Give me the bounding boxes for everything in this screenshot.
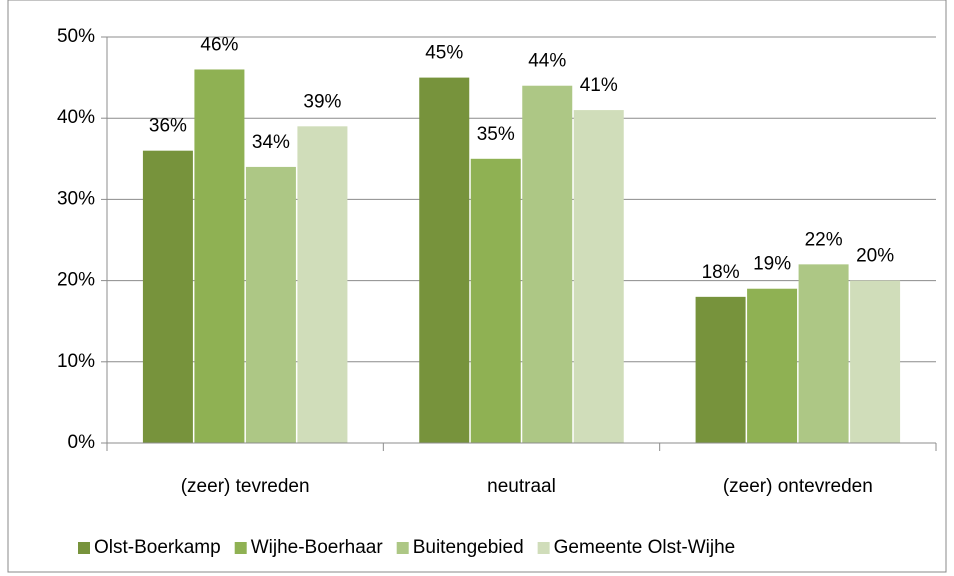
data-label: 36%	[149, 116, 187, 137]
bar	[695, 296, 746, 443]
bar	[194, 69, 245, 443]
bar	[850, 280, 901, 443]
bar	[297, 126, 348, 443]
data-label: 22%	[805, 229, 843, 250]
x-tick-label: (zeer) tevreden	[181, 476, 310, 497]
bar	[747, 288, 798, 443]
data-label: 19%	[753, 254, 791, 275]
legend-label: Gemeente Olst-Wijhe	[554, 537, 736, 558]
legend-label: Buitengebied	[413, 537, 524, 558]
data-label: 41%	[580, 75, 618, 96]
y-tick-label: 50%	[57, 26, 95, 47]
bar	[522, 85, 573, 443]
legend-swatch	[537, 542, 550, 554]
bar	[470, 158, 521, 444]
y-tick-label: 40%	[57, 107, 95, 128]
x-tick-label: neutraal	[487, 476, 556, 497]
x-tick-label: (zeer) ontevreden	[723, 476, 873, 497]
data-label: 44%	[528, 51, 566, 72]
y-tick-label: 30%	[57, 188, 95, 209]
legend-label: Wijhe-Boerhaar	[251, 537, 384, 558]
data-label: 20%	[856, 246, 894, 267]
legend-label: Olst-Boerkamp	[94, 537, 221, 558]
legend-swatch	[78, 542, 90, 554]
y-tick-label: 0%	[68, 432, 96, 453]
bar	[573, 110, 624, 443]
bar	[798, 264, 849, 443]
bar	[419, 77, 470, 443]
y-tick-label: 20%	[57, 270, 95, 291]
legend-swatch	[396, 542, 409, 554]
legend-swatch	[234, 542, 247, 554]
data-label: 34%	[252, 132, 290, 153]
data-label: 18%	[702, 262, 740, 283]
y-tick-label: 10%	[57, 351, 95, 372]
data-label: 45%	[425, 43, 463, 64]
data-label: 35%	[477, 124, 515, 145]
bar	[142, 150, 193, 443]
bar	[245, 166, 296, 444]
data-label: 46%	[200, 34, 238, 55]
data-label: 39%	[303, 91, 341, 112]
